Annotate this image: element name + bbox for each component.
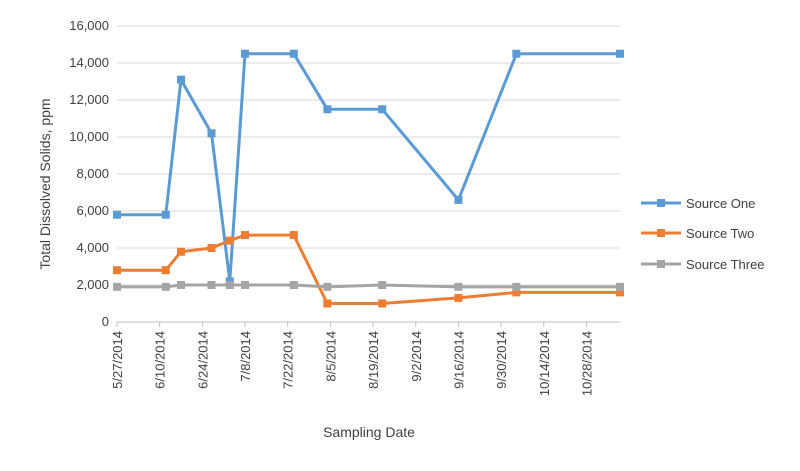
y-axis-ticks: 0 2,000 4,000 6,000 8,000 10,000 12,000 14,000 1… bbox=[69, 18, 109, 329]
x-tick-label: 9/2/2014 bbox=[409, 331, 424, 382]
x-tick-label: 8/19/2014 bbox=[366, 331, 381, 389]
y-tick-label: 12,000 bbox=[69, 92, 109, 107]
legend-label: Source Three bbox=[686, 257, 765, 272]
y-tick-label: 16,000 bbox=[69, 18, 109, 33]
y-tick-label: 4,000 bbox=[76, 240, 109, 255]
data-point bbox=[378, 299, 387, 308]
x-tick-label: 5/27/2014 bbox=[110, 331, 125, 389]
legend-label: Source Two bbox=[686, 226, 754, 241]
legend-label: Source One bbox=[686, 196, 755, 211]
y-tick-label: 2,000 bbox=[76, 277, 109, 292]
data-point bbox=[161, 266, 170, 275]
legend-item: Source Three bbox=[641, 257, 765, 272]
series-layer bbox=[113, 49, 624, 308]
data-point bbox=[113, 266, 121, 275]
data-point bbox=[161, 282, 170, 291]
legend-swatch-marker bbox=[657, 229, 665, 237]
data-point bbox=[241, 49, 250, 58]
data-point bbox=[616, 49, 624, 58]
data-point bbox=[177, 75, 186, 84]
legend-item: Source One bbox=[641, 196, 755, 211]
data-point bbox=[177, 247, 186, 256]
data-point bbox=[161, 210, 170, 219]
x-axis-title: Sampling Date bbox=[323, 424, 415, 440]
series-source-three bbox=[113, 281, 624, 291]
x-tick-label: 6/10/2014 bbox=[153, 331, 168, 389]
data-point bbox=[323, 282, 332, 291]
data-point bbox=[289, 281, 298, 289]
data-point bbox=[177, 281, 186, 289]
data-point bbox=[241, 281, 250, 289]
data-point bbox=[225, 236, 234, 245]
x-tick-label: 10/14/2014 bbox=[537, 331, 552, 396]
legend: Source One Source Two Source Three bbox=[641, 196, 765, 272]
series-source-one bbox=[113, 49, 624, 286]
data-point bbox=[207, 244, 216, 252]
data-point bbox=[616, 282, 624, 291]
data-point bbox=[241, 231, 250, 240]
data-point bbox=[616, 288, 624, 297]
data-point bbox=[113, 282, 121, 291]
y-tick-label: 8,000 bbox=[76, 166, 109, 181]
x-tick-label: 7/8/2014 bbox=[238, 331, 253, 382]
data-point bbox=[323, 299, 332, 308]
data-point bbox=[454, 293, 463, 302]
legend-swatch-marker bbox=[657, 199, 665, 207]
data-point bbox=[207, 129, 216, 138]
y-axis-title: Total Dissolved Solids, ppm bbox=[37, 98, 53, 269]
data-point bbox=[378, 105, 387, 114]
series-line bbox=[117, 52, 620, 283]
data-point bbox=[323, 105, 332, 114]
data-point bbox=[512, 288, 521, 297]
y-tick-label: 0 bbox=[102, 314, 109, 329]
y-tick-label: 10,000 bbox=[69, 129, 109, 144]
data-point bbox=[207, 281, 216, 289]
data-point bbox=[378, 281, 387, 289]
x-tick-label: 6/24/2014 bbox=[195, 331, 210, 389]
data-point bbox=[289, 49, 298, 58]
y-tick-label: 6,000 bbox=[76, 203, 109, 218]
x-tick-label: 9/30/2014 bbox=[494, 331, 509, 389]
y-tick-label: 14,000 bbox=[69, 55, 109, 70]
x-tick-label: 10/28/2014 bbox=[579, 331, 594, 396]
data-point bbox=[113, 210, 121, 219]
x-tick-label: 8/5/2014 bbox=[323, 331, 338, 382]
gridlines bbox=[117, 25, 620, 286]
data-point bbox=[454, 282, 463, 291]
data-point bbox=[454, 195, 463, 204]
series-source-two bbox=[113, 231, 624, 308]
data-point bbox=[512, 282, 521, 291]
data-point bbox=[512, 49, 521, 58]
legend-swatch-marker bbox=[657, 260, 665, 268]
series-line bbox=[117, 233, 620, 305]
x-tick-label: 9/16/2014 bbox=[451, 331, 466, 389]
data-point bbox=[289, 231, 298, 240]
x-tick-label: 7/22/2014 bbox=[281, 331, 296, 389]
legend-item: Source Two bbox=[641, 226, 754, 241]
data-point bbox=[225, 281, 234, 289]
x-axis-ticks: 5/27/2014 6/10/2014 6/24/2014 7/8/2014 7/22/… bbox=[110, 322, 594, 396]
